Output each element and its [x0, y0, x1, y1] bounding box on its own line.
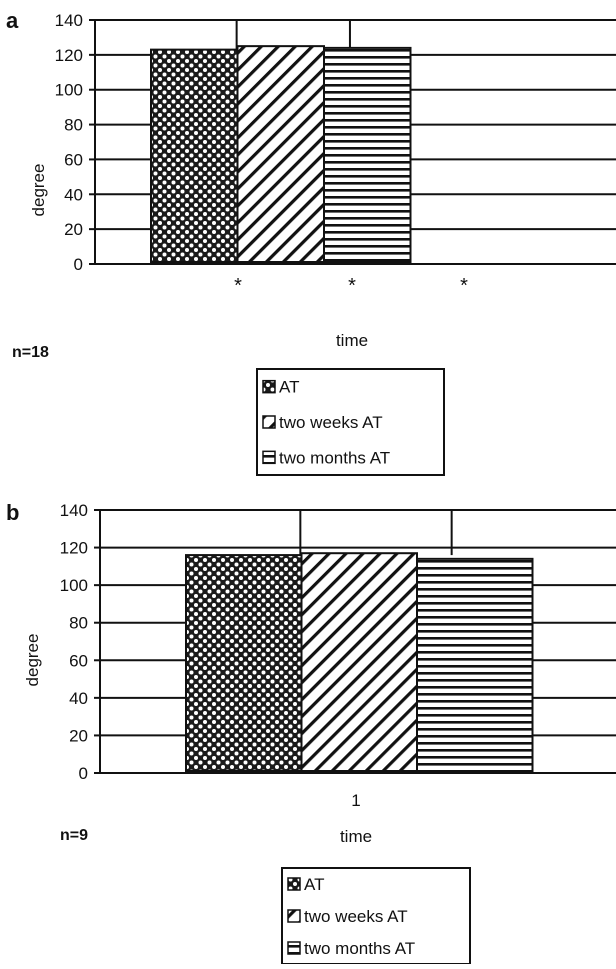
legend-label: two weeks AT: [304, 907, 408, 926]
bar-diagonal: [300, 552, 418, 773]
bar-horizontal: [323, 46, 412, 264]
y-tick-label: 120: [60, 539, 88, 558]
legend-label: AT: [279, 378, 299, 397]
y-tick-label: 80: [64, 116, 83, 135]
panel-letter: b: [6, 500, 19, 525]
legend-label: AT: [304, 875, 324, 894]
legend-label: two weeks AT: [279, 413, 383, 432]
x-axis-label: time: [340, 827, 372, 846]
y-tick-label: 40: [64, 185, 83, 204]
legend-swatch-dots: [287, 877, 301, 891]
y-tick-label: 140: [60, 501, 88, 520]
chart-a-svg: a 0 20 40 60 80 100 120 140 * * * degree time n=1…: [6, 8, 616, 476]
chart-panel-b: b 0 20 40 60 80 100 120 140 1 degree time n=9 A…: [0, 490, 616, 965]
legend: AT two weeks AT two months AT: [256, 368, 445, 476]
x-category-label: 1: [351, 791, 360, 810]
axes: [94, 20, 616, 265]
y-tick-label: 20: [69, 726, 88, 745]
chart-b-svg: b 0 20 40 60 80 100 120 140 1 degree time n=9 A…: [6, 500, 616, 965]
y-tick-label: 0: [79, 764, 88, 783]
y-axis-label: degree: [29, 164, 48, 217]
y-tick-label: 60: [69, 651, 88, 670]
y-tick-label: 80: [69, 614, 88, 633]
legend-box: [256, 368, 445, 476]
legend-swatch-dots: [262, 379, 276, 394]
panel-letter: a: [6, 8, 19, 33]
sample-size-label: n=9: [60, 827, 88, 844]
significance-markers: * * *: [234, 275, 468, 297]
bar-diagonal: [236, 45, 325, 264]
legend-swatch-diagonal: [287, 909, 301, 923]
y-axis-label: degree: [23, 634, 42, 687]
y-tick-label: 0: [74, 255, 83, 274]
significance-star: *: [348, 275, 356, 297]
y-tick-label: 100: [60, 576, 88, 595]
bars: [150, 45, 412, 264]
y-tick-label: 60: [64, 150, 83, 169]
y-tick-label: 120: [55, 46, 83, 65]
legend-label: two months AT: [279, 448, 390, 467]
legend-swatch-diagonal: [262, 415, 276, 429]
x-axis-categories: 1: [351, 791, 360, 810]
significance-star: *: [460, 275, 468, 297]
legend-swatch-horizontal: [262, 450, 276, 465]
bar-dots: [150, 48, 239, 263]
y-tick-label: 20: [64, 220, 83, 239]
y-tick-label: 100: [55, 81, 83, 100]
bars: [185, 552, 534, 773]
bar-horizontal: [416, 557, 534, 773]
sample-size-label: n=18: [12, 344, 49, 361]
axes: [99, 510, 616, 774]
x-axis-label: time: [336, 331, 368, 350]
chart-panel-a: a 0 20 40 60 80 100 120 140 * * * degree time n=1…: [6, 8, 616, 476]
y-axis-ticks: 0 20 40 60 80 100 120 140: [60, 501, 100, 783]
legend-swatch-horizontal: [287, 941, 301, 955]
bar-dots: [185, 554, 303, 773]
y-axis-ticks: 0 20 40 60 80 100 120 140: [55, 11, 95, 274]
legend-box: [281, 867, 471, 965]
y-tick-label: 40: [69, 689, 88, 708]
significance-star: *: [234, 275, 242, 297]
y-tick-label: 140: [55, 11, 83, 30]
legend-label: two months AT: [304, 939, 415, 958]
legend: AT two weeks AT two months AT: [281, 867, 471, 965]
